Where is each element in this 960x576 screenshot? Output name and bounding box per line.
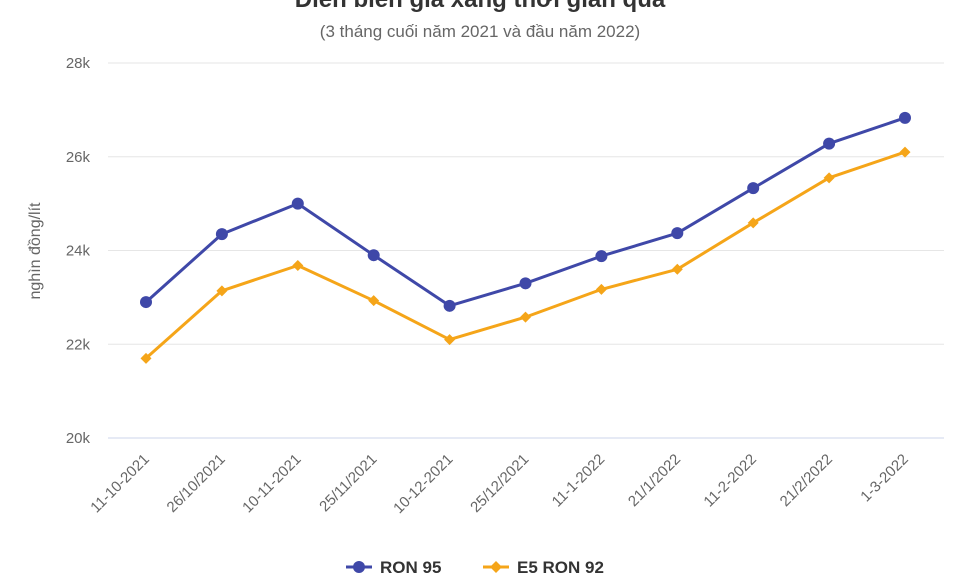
data-point[interactable]: [216, 285, 228, 297]
legend-label: RON 95: [380, 558, 441, 576]
x-tick-label: 21/1/2022: [625, 451, 684, 510]
y-tick-label: 26k: [66, 149, 91, 166]
x-axis-ticks: 11-10-2021 26/10/2021 10-11-2021 25/11/2021…: [87, 451, 911, 517]
data-point[interactable]: [823, 172, 835, 184]
data-point[interactable]: [292, 260, 304, 271]
x-tick-label: 11-10-2021: [87, 451, 152, 516]
x-tick-label: 10-12-2021: [390, 451, 456, 517]
data-point[interactable]: [595, 250, 608, 263]
series-layer: [140, 111, 911, 364]
data-point[interactable]: [595, 283, 607, 295]
grid-lines: [108, 62, 944, 439]
data-point[interactable]: [291, 197, 304, 210]
series-1: [140, 146, 911, 364]
legend-item[interactable]: E5 RON 92: [483, 558, 604, 576]
x-tick-label: 26/10/2021: [164, 451, 229, 516]
legend-label: E5 RON 92: [517, 558, 604, 576]
data-point[interactable]: [899, 146, 911, 158]
data-point[interactable]: [519, 277, 532, 290]
data-point[interactable]: [671, 227, 684, 240]
data-point[interactable]: [140, 296, 152, 309]
data-point[interactable]: [747, 182, 760, 195]
data-point[interactable]: [671, 263, 683, 275]
data-point[interactable]: [899, 111, 911, 124]
data-point[interactable]: [823, 137, 836, 150]
chart-title: Diễn biến giá xăng thời gian qua: [0, 0, 960, 14]
series-0: [140, 111, 911, 312]
data-point[interactable]: [367, 249, 380, 262]
x-tick-label: 11-2-2022: [700, 451, 760, 511]
series-line: [144, 150, 907, 360]
legend-marker: [353, 561, 365, 573]
data-point[interactable]: [140, 352, 152, 364]
legend-marker: [490, 561, 502, 573]
data-point[interactable]: [215, 228, 228, 241]
x-tick-label: 1-3-2022: [857, 451, 911, 505]
data-point[interactable]: [443, 299, 456, 312]
x-tick-label: 25/12/2021: [467, 451, 532, 516]
legend-item[interactable]: RON 95: [346, 558, 441, 576]
y-tick-label: 22k: [66, 336, 91, 353]
y-axis-label: nghìn đồng/lít: [27, 202, 44, 300]
y-tick-label: 28k: [66, 55, 91, 72]
data-point[interactable]: [444, 334, 456, 346]
y-axis-ticks: 20k 22k 24k 26k 28k: [66, 55, 91, 447]
legend[interactable]: RON 95 E5 RON 92: [346, 558, 604, 576]
y-tick-label: 24k: [66, 243, 91, 260]
data-point[interactable]: [520, 311, 531, 323]
x-tick-label: 11-1-2022: [549, 451, 609, 511]
chart-subtitle: (3 tháng cuối năm 2021 và đầu năm 2022): [319, 22, 641, 41]
x-tick-label: 25/11/2021: [316, 451, 380, 515]
y-tick-label: 20k: [66, 430, 91, 447]
data-point[interactable]: [368, 295, 380, 307]
x-tick-label: 21/2/2022: [777, 451, 836, 510]
data-point[interactable]: [747, 217, 759, 229]
x-tick-label: 10-11-2021: [239, 451, 304, 516]
